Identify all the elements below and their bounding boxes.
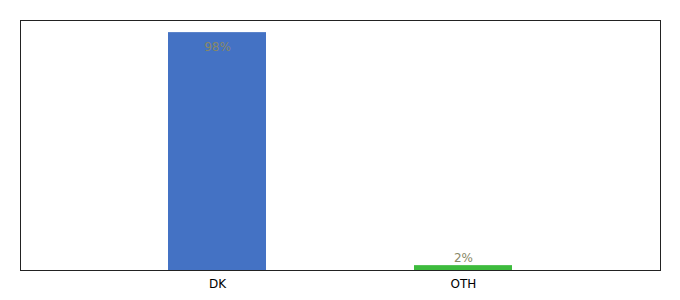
svg-text:98%: 98% — [204, 40, 231, 54]
svg-text:OTH: OTH — [451, 277, 477, 291]
svg-text:2%: 2% — [454, 251, 473, 265]
svg-text:DK: DK — [209, 277, 227, 291]
